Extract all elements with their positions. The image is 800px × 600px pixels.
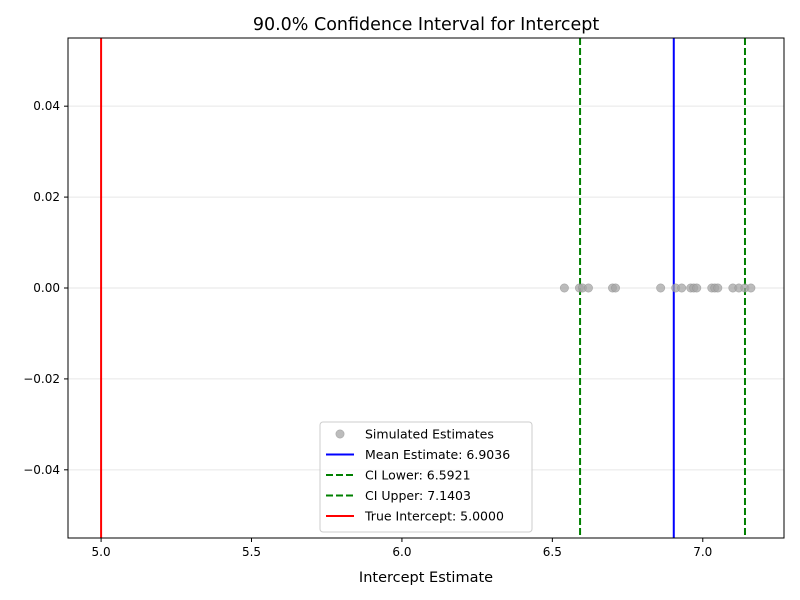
- y-tick-label: 0.00: [33, 281, 60, 295]
- x-axis-title: Intercept Estimate: [359, 570, 493, 586]
- scatter-points: [559, 283, 756, 293]
- chart-title: 90.0% Confidence Interval for Intercept: [253, 15, 600, 35]
- legend: Simulated Estimates Mean Estimate: 6.9036…: [319, 421, 533, 533]
- scatter-point: [677, 283, 687, 293]
- y-axis-ticks: 0.04 0.02 0.00 −0.02 −0.04: [23, 99, 68, 477]
- x-tick-label: 6.5: [543, 545, 562, 559]
- x-tick-label: 5.5: [242, 545, 261, 559]
- y-tick-label: 0.02: [33, 190, 60, 204]
- scatter-point: [746, 283, 756, 293]
- scatter-point: [611, 283, 621, 293]
- scatter-point: [656, 283, 666, 293]
- scatter-point: [583, 283, 593, 293]
- y-tick-label: −0.02: [23, 372, 60, 386]
- legend-box: [319, 421, 533, 533]
- legend-label: CI Lower: 6.5921: [365, 468, 471, 483]
- legend-label: True Intercept: 5.0000: [364, 509, 504, 524]
- legend-marker: [335, 429, 345, 439]
- y-tick-label: 0.04: [33, 99, 60, 113]
- legend-label: Mean Estimate: 6.9036: [365, 447, 510, 462]
- x-axis-ticks: 5.0 5.5 6.0 6.5 7.0: [92, 538, 712, 559]
- x-tick-label: 6.0: [392, 545, 411, 559]
- legend-label: CI Upper: 7.1403: [365, 488, 471, 503]
- scatter-point: [559, 283, 569, 293]
- scatter-point: [713, 283, 723, 293]
- legend-label: Simulated Estimates: [365, 427, 494, 442]
- x-tick-label: 5.0: [92, 545, 111, 559]
- x-tick-label: 7.0: [693, 545, 712, 559]
- scatter-point: [692, 283, 702, 293]
- y-tick-label: −0.04: [23, 463, 60, 477]
